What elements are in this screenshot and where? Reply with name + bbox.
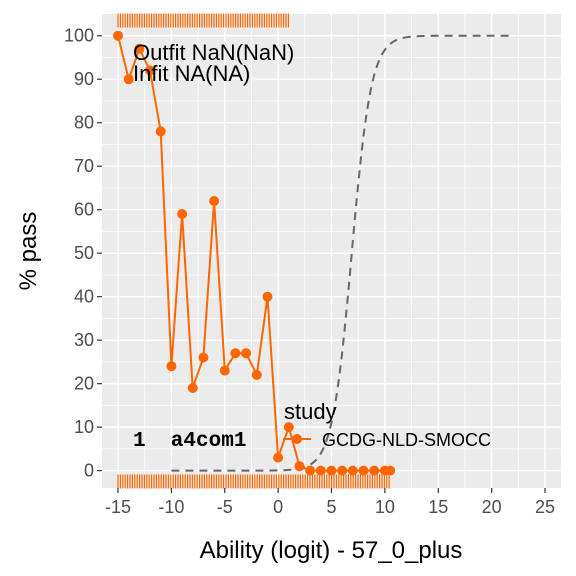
y-tick-label: 50 — [74, 243, 94, 263]
annotation-item-label: 1 a4com1 — [133, 430, 246, 453]
data-point — [145, 65, 155, 76]
data-point — [241, 348, 252, 359]
y-tick-label: 100 — [64, 26, 94, 46]
annotation-outfit: Outfit NaN(NaN) — [133, 40, 294, 65]
data-point — [230, 348, 241, 359]
x-axis-title: Ability (logit) - 57_0_plus — [200, 537, 463, 564]
y-tick-label: 90 — [74, 69, 94, 89]
data-point — [198, 352, 209, 363]
legend-title: study — [284, 399, 337, 424]
data-point — [294, 461, 305, 472]
legend-entry-label: GCDG-NLD-SMOCC — [322, 430, 491, 450]
y-tick-label: 20 — [74, 374, 94, 394]
y-tick-label: 30 — [74, 330, 94, 350]
data-point — [358, 465, 369, 476]
y-tick-label: 40 — [74, 287, 94, 307]
data-point — [251, 369, 262, 380]
legend: study GCDG-NLD-SMOCC — [283, 399, 491, 450]
y-tick-label: 60 — [74, 200, 94, 220]
data-point — [166, 361, 177, 372]
y-tick-label: 10 — [74, 417, 94, 437]
data-point — [187, 383, 198, 393]
data-point — [177, 209, 188, 219]
data-point — [305, 465, 316, 476]
x-tick-label: 25 — [535, 497, 555, 517]
data-point — [219, 365, 230, 376]
y-tick-label: 80 — [74, 113, 94, 133]
x-tick-label: 5 — [326, 497, 336, 517]
data-point — [123, 74, 134, 85]
data-point — [209, 196, 220, 206]
legend-key-point — [292, 434, 302, 444]
data-point — [326, 465, 337, 476]
data-point — [385, 465, 396, 476]
x-tick-label: 15 — [428, 497, 448, 517]
data-point — [273, 452, 284, 463]
y-axis: 0 10 20 30 40 50 60 70 80 90 100 — [64, 26, 102, 481]
model-curve — [171, 34, 513, 472]
x-tick-label: -5 — [217, 497, 233, 517]
y-tick-label: 70 — [74, 156, 94, 176]
data-point — [337, 465, 348, 476]
data-point — [134, 43, 145, 54]
data-point — [155, 126, 166, 137]
series-layer — [113, 30, 396, 476]
x-axis: -15 -10 -5 0 5 10 15 20 25 — [105, 488, 555, 517]
data-point — [113, 30, 123, 41]
data-point — [262, 291, 273, 302]
data-point — [315, 465, 326, 476]
x-tick-label: 10 — [375, 497, 395, 517]
x-tick-label: -10 — [158, 497, 184, 517]
annotation-infit: Infit NA(NA) — [133, 61, 250, 86]
y-axis-title: % pass — [15, 212, 42, 291]
data-point — [283, 422, 294, 433]
data-point — [369, 465, 380, 476]
data-point — [347, 465, 358, 476]
x-tick-label: 20 — [482, 497, 502, 517]
x-tick-label: -15 — [105, 497, 131, 517]
rug-marks — [117, 13, 390, 489]
y-tick-label: 0 — [84, 461, 94, 481]
x-tick-label: 0 — [273, 497, 283, 517]
